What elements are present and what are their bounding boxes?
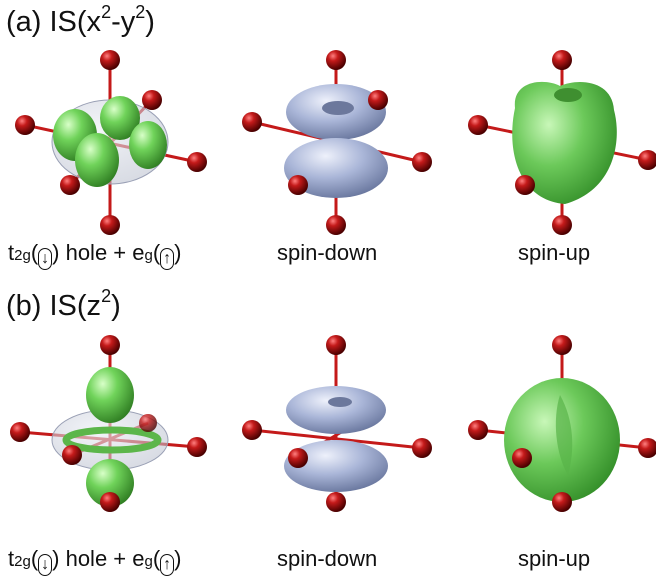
spin-up-arrow: ↑ [160, 248, 175, 270]
panel-b-spin-down-caption: spin-down [277, 546, 378, 571]
panel-a-spin-up-density [468, 50, 656, 235]
lobe-bottom [86, 459, 134, 507]
surface-crease [555, 395, 573, 475]
panel-b-title: (b) IS(z2) [6, 286, 121, 322]
panel-a-orbital-mix [15, 50, 207, 235]
panel-a-spin-down-density [242, 50, 432, 235]
panel-a-title: (a) IS(x2-y2) [6, 2, 155, 38]
lobe-top [86, 367, 134, 423]
lobe [100, 96, 140, 140]
panel-a-spin-down-caption: spin-down [277, 240, 378, 265]
panel-b-orbital-caption: t2g(↓) hole + eg(↑) [8, 546, 181, 576]
torus-hole [328, 397, 352, 407]
spin-down-arrow: ↓ [38, 554, 53, 576]
panel-a-spin-up-caption: spin-up [518, 240, 591, 265]
spin-down-arrow: ↓ [38, 248, 53, 270]
panel-b-spin-down-density [242, 335, 432, 512]
panel-b-spin-up-caption: spin-up [518, 546, 591, 571]
ligand-atoms [15, 50, 207, 235]
surface-dimple [554, 88, 582, 102]
upper-torus [286, 386, 386, 434]
panel-b-orbital-mix [10, 335, 207, 512]
lower-torus [284, 440, 388, 492]
panel-a-orbital-caption: t2g(↓) hole + eg(↑) [8, 240, 181, 270]
lobe [75, 133, 119, 187]
green-density-surface [512, 81, 617, 204]
spin-up-arrow: ↑ [160, 554, 175, 576]
lobe [129, 121, 167, 169]
panel-b-spin-up-density [468, 335, 656, 512]
lower-torus [284, 138, 388, 198]
torus-ring [62, 426, 162, 454]
torus-hole [322, 101, 354, 115]
